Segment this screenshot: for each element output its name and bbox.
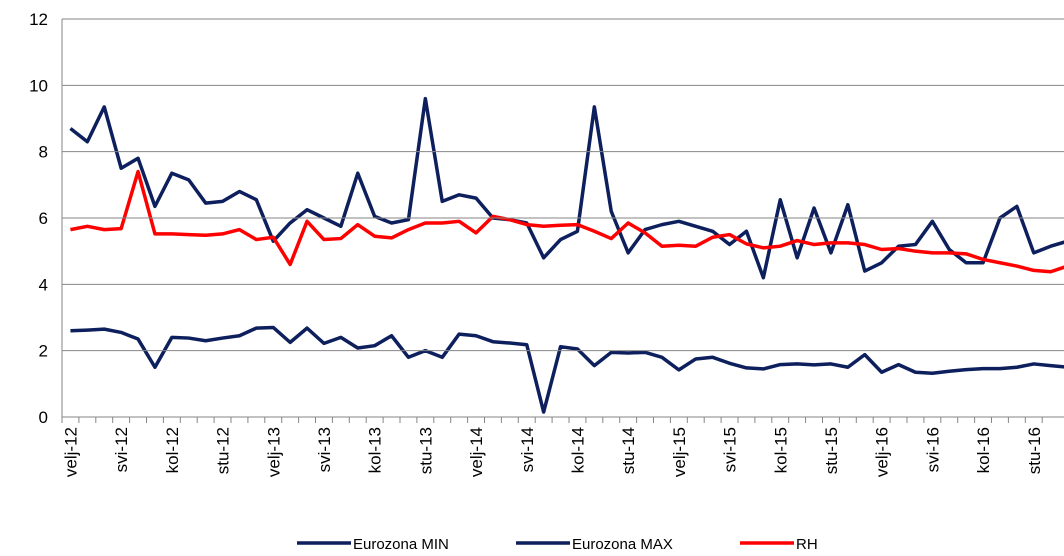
x-tick-label: kol-14 — [568, 427, 587, 473]
x-tick-label: velj-15 — [670, 427, 689, 477]
series-line — [69, 96, 1064, 280]
x-tick-label: stu-14 — [619, 427, 638, 474]
legend-label: RH — [796, 536, 818, 553]
x-tick-label: svi-15 — [721, 427, 740, 472]
x-tick-label: kol-12 — [163, 427, 182, 473]
x-tick-label: svi-13 — [315, 427, 334, 472]
y-tick-label: 4 — [39, 275, 48, 294]
y-tick-label: 6 — [39, 209, 48, 228]
x-tick-label: velj-12 — [61, 427, 80, 477]
legend-label: Eurozona MAX — [572, 536, 673, 553]
x-tick-label: stu-15 — [822, 427, 841, 474]
y-tick-label: 12 — [29, 10, 48, 29]
y-tick-label: 8 — [39, 143, 48, 162]
x-tick-label: svi-12 — [112, 427, 131, 472]
x-tick-label: svi-16 — [923, 427, 942, 472]
x-tick-label: kol-16 — [974, 427, 993, 473]
x-tick-label: kol-13 — [366, 427, 385, 473]
y-tick-label: 10 — [29, 76, 48, 95]
plot-area — [69, 96, 1064, 414]
x-tick-label: kol-15 — [771, 427, 790, 473]
series-line — [70, 325, 1064, 414]
y-tick-label: 0 — [39, 408, 48, 427]
y-tick-label: 2 — [39, 342, 48, 361]
x-tick-label: velj-14 — [467, 427, 486, 477]
series-line — [70, 169, 1064, 274]
x-tick-label: stu-16 — [1025, 427, 1044, 474]
legend-label: Eurozona MIN — [353, 536, 449, 553]
x-tick-label: velj-16 — [873, 427, 892, 477]
x-tick-label: stu-13 — [416, 427, 435, 474]
x-tick-label: velj-13 — [264, 427, 283, 477]
x-tick-label: svi-14 — [518, 427, 537, 472]
x-tick-label: stu-12 — [214, 427, 233, 474]
